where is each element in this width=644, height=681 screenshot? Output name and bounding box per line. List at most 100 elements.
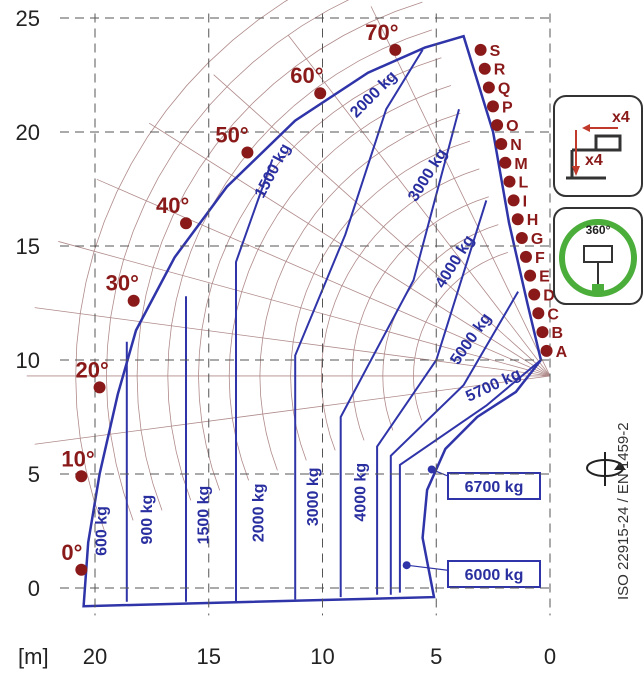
boom-angle-label: 10°: [61, 446, 94, 471]
boom-angle-label: 20°: [76, 357, 109, 382]
extension-letter: H: [527, 212, 539, 229]
slew-rotation-icon: [586, 452, 626, 486]
y-tick-label: 0: [28, 576, 40, 601]
extension-letter: F: [535, 250, 545, 267]
extension-marker: [536, 326, 549, 339]
y-tick-label: 15: [16, 234, 40, 259]
extension-letter: B: [551, 325, 563, 342]
load-box-label: 6000 kg: [465, 567, 524, 584]
boom-angle-label: 30°: [106, 271, 139, 296]
boom-angle-line: [34, 375, 551, 445]
x-tick-label: 10: [310, 644, 334, 669]
extension-marker: [478, 62, 491, 75]
extension-letter: R: [494, 62, 506, 79]
extension-marker: [524, 269, 537, 282]
zone-divider: [398, 359, 542, 593]
capacity-label: 1500 kg: [196, 486, 213, 545]
load-box: [447, 472, 541, 500]
boom-angle-marker: [389, 43, 402, 56]
extension-marker: [491, 119, 504, 132]
boom-angle-marker: [180, 217, 192, 230]
extension-letter: I: [523, 193, 527, 210]
extension-letter: Q: [498, 81, 510, 98]
x4-top-label: x4: [612, 109, 630, 126]
boom-angle-line: [34, 307, 551, 377]
x-unit-label: [m]: [18, 644, 49, 669]
extension-marker: [507, 194, 520, 207]
y-tick-label: 10: [16, 348, 40, 373]
boom-angle-line: [370, 6, 551, 377]
extension-letter: S: [490, 43, 501, 60]
y-tick-label: 25: [16, 6, 40, 31]
standard-label: ISO 22915-24 / EN 1459-2: [615, 422, 632, 600]
extension-marker: [482, 81, 495, 94]
boom-angle-marker: [127, 294, 140, 307]
extension-marker: [474, 43, 487, 56]
extension-marker: [503, 175, 516, 188]
boom-angle-marker: [314, 87, 327, 100]
extension-arc: [351, 196, 489, 441]
boom-angle-marker: [75, 563, 88, 576]
chart-gridlines: [26, 0, 551, 531]
load-box-label: 6700 kg: [465, 479, 524, 496]
x-tick-label: 20: [83, 644, 107, 669]
extension-arc: [290, 140, 471, 461]
stabilizer-icon: x4 x4: [553, 95, 643, 197]
boom-angle-label: 60°: [290, 63, 323, 88]
extension-marker: [495, 137, 508, 150]
boom-angle-line: [96, 178, 551, 377]
extension-marker: [528, 288, 541, 301]
load-box: [447, 560, 541, 588]
extension-arc: [413, 252, 508, 421]
extension-letter: M: [514, 156, 527, 173]
extension-arc: [228, 85, 452, 481]
x-tick-label: 5: [430, 644, 442, 669]
chart-axes: [60, 13, 551, 616]
extension-marker: [519, 250, 532, 263]
zone-divider: [294, 49, 424, 600]
x-tick-label: 0: [544, 644, 556, 669]
capacity-label: 2000 kg: [347, 68, 401, 122]
capacity-label: 3000 kg: [405, 146, 451, 205]
capacity-label: 4000 kg: [353, 463, 370, 522]
boom-angle-label: 40°: [156, 193, 189, 218]
extension-letter: L: [518, 175, 528, 192]
extension-letter: P: [502, 99, 513, 116]
extension-letter: A: [556, 344, 568, 361]
extension-arc: [259, 112, 461, 471]
zone-divider: [235, 159, 274, 602]
extension-letter: O: [506, 118, 518, 135]
extension-marker: [532, 307, 545, 320]
extension-marker: [499, 156, 512, 169]
x4-side-label: x4: [585, 152, 603, 169]
boom-angle-marker: [241, 146, 254, 159]
zone-divider: [389, 291, 519, 595]
y-tick-label: 5: [28, 462, 40, 487]
boom-angle-line: [148, 122, 551, 377]
rotation-360-label: 360°: [586, 223, 611, 237]
boom-angle-marker: [93, 381, 106, 394]
boom-angle-line: [213, 74, 551, 377]
extension-marker: [540, 344, 553, 357]
boom-angle-label: 70°: [365, 20, 398, 45]
extension-marker: [486, 100, 499, 113]
rotation-icon: 360°: [553, 207, 643, 305]
extension-letter: N: [510, 137, 522, 154]
load-point: [427, 465, 436, 474]
capacity-label: 2000 kg: [250, 483, 267, 542]
extension-arc: [75, 0, 289, 531]
capacity-label: 900 kg: [139, 495, 156, 545]
extension-letter: E: [539, 269, 550, 286]
zone-divider: [376, 200, 488, 595]
extension-arc: [105, 0, 350, 521]
extension-arc: [136, 1, 423, 511]
capacity-label: 3000 kg: [305, 467, 322, 526]
extension-marker: [511, 213, 524, 226]
boom-angle-label: 0°: [61, 540, 82, 565]
x-tick-label: 15: [197, 644, 221, 669]
boom-angle-line: [288, 35, 551, 377]
extension-letter: C: [547, 306, 559, 323]
extension-arc: [198, 57, 442, 491]
extension-arc: [167, 29, 433, 501]
